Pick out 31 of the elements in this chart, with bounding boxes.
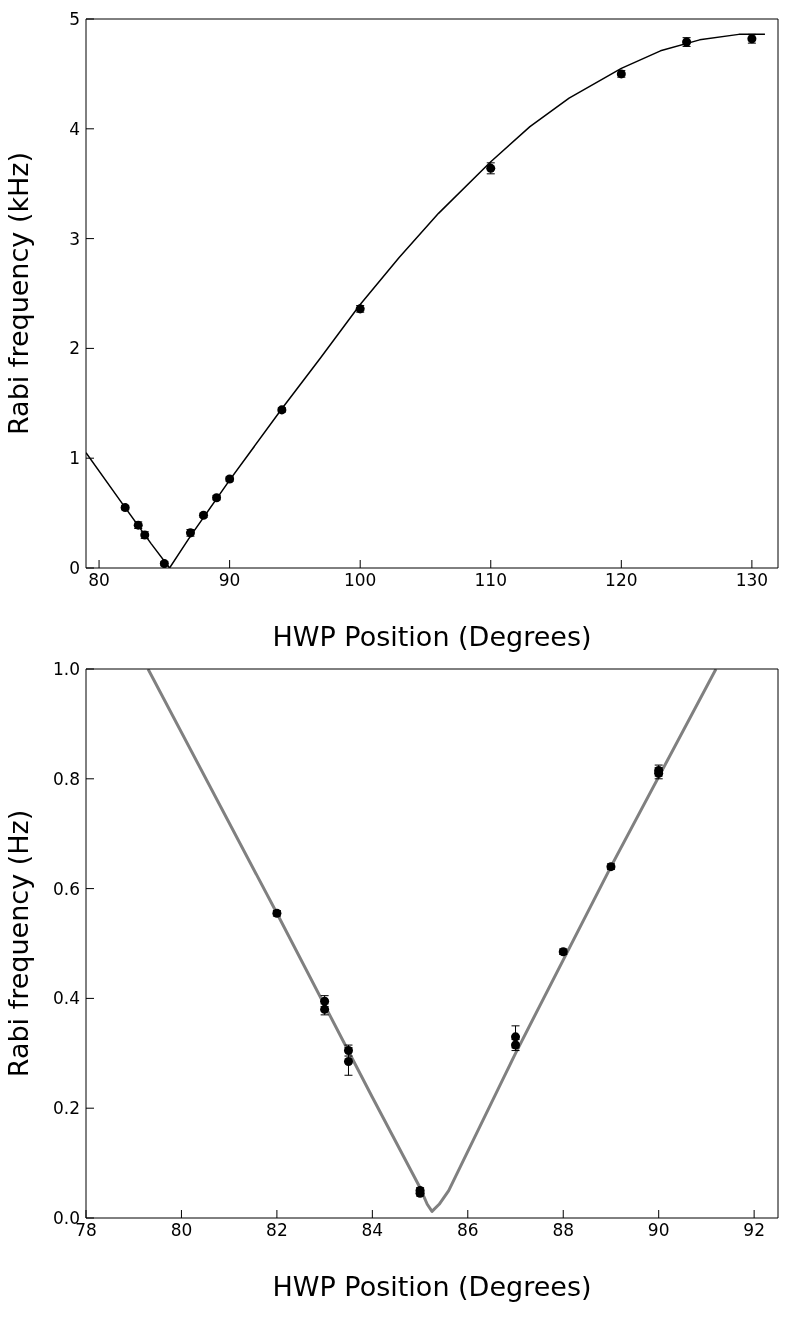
- y-tick-label: 4: [69, 118, 80, 139]
- x-tick-label: 86: [456, 1220, 479, 1241]
- x-tick-label: 80: [88, 570, 110, 591]
- x-tick-label: 82: [266, 1220, 288, 1241]
- x-tick-label: 110: [474, 570, 507, 591]
- y-tick-label: 0.4: [52, 988, 80, 1009]
- line-series: [146, 669, 718, 1213]
- x-tick-label: 80: [170, 1220, 193, 1241]
- y-tick-label: 1: [69, 448, 80, 469]
- x-tick-label: 100: [343, 570, 377, 591]
- y-tick-label: 1.0: [52, 659, 80, 680]
- y-tick-label: 2: [69, 338, 80, 359]
- y-tick-label: 0: [69, 558, 80, 579]
- y-tick-label: 3: [69, 228, 80, 249]
- x-axis-title: HWP Position (Degrees): [272, 621, 592, 652]
- y-tick-label: 0.2: [52, 1098, 80, 1119]
- y-axis-title: Rabi frequency (kHz): [2, 151, 34, 436]
- x-tick-label: 90: [218, 570, 241, 591]
- x-tick-label: 84: [361, 1220, 384, 1241]
- y-tick-label: 0.8: [52, 768, 80, 789]
- x-axis-title: HWP Position (Degrees): [272, 1271, 592, 1302]
- point: [343, 1057, 353, 1067]
- x-tick-label: 88: [552, 1220, 575, 1241]
- x-tick-label: 90: [647, 1220, 670, 1241]
- x-tick-label: 120: [605, 570, 638, 591]
- y-axis-title: Rabi frequency (Hz): [2, 809, 34, 1078]
- x-tick-label: 92: [743, 1220, 765, 1241]
- y-tick-label: 5: [69, 9, 80, 30]
- point: [511, 1032, 521, 1042]
- y-tick-label: 0.6: [52, 878, 80, 899]
- x-tick-label: 130: [735, 570, 769, 591]
